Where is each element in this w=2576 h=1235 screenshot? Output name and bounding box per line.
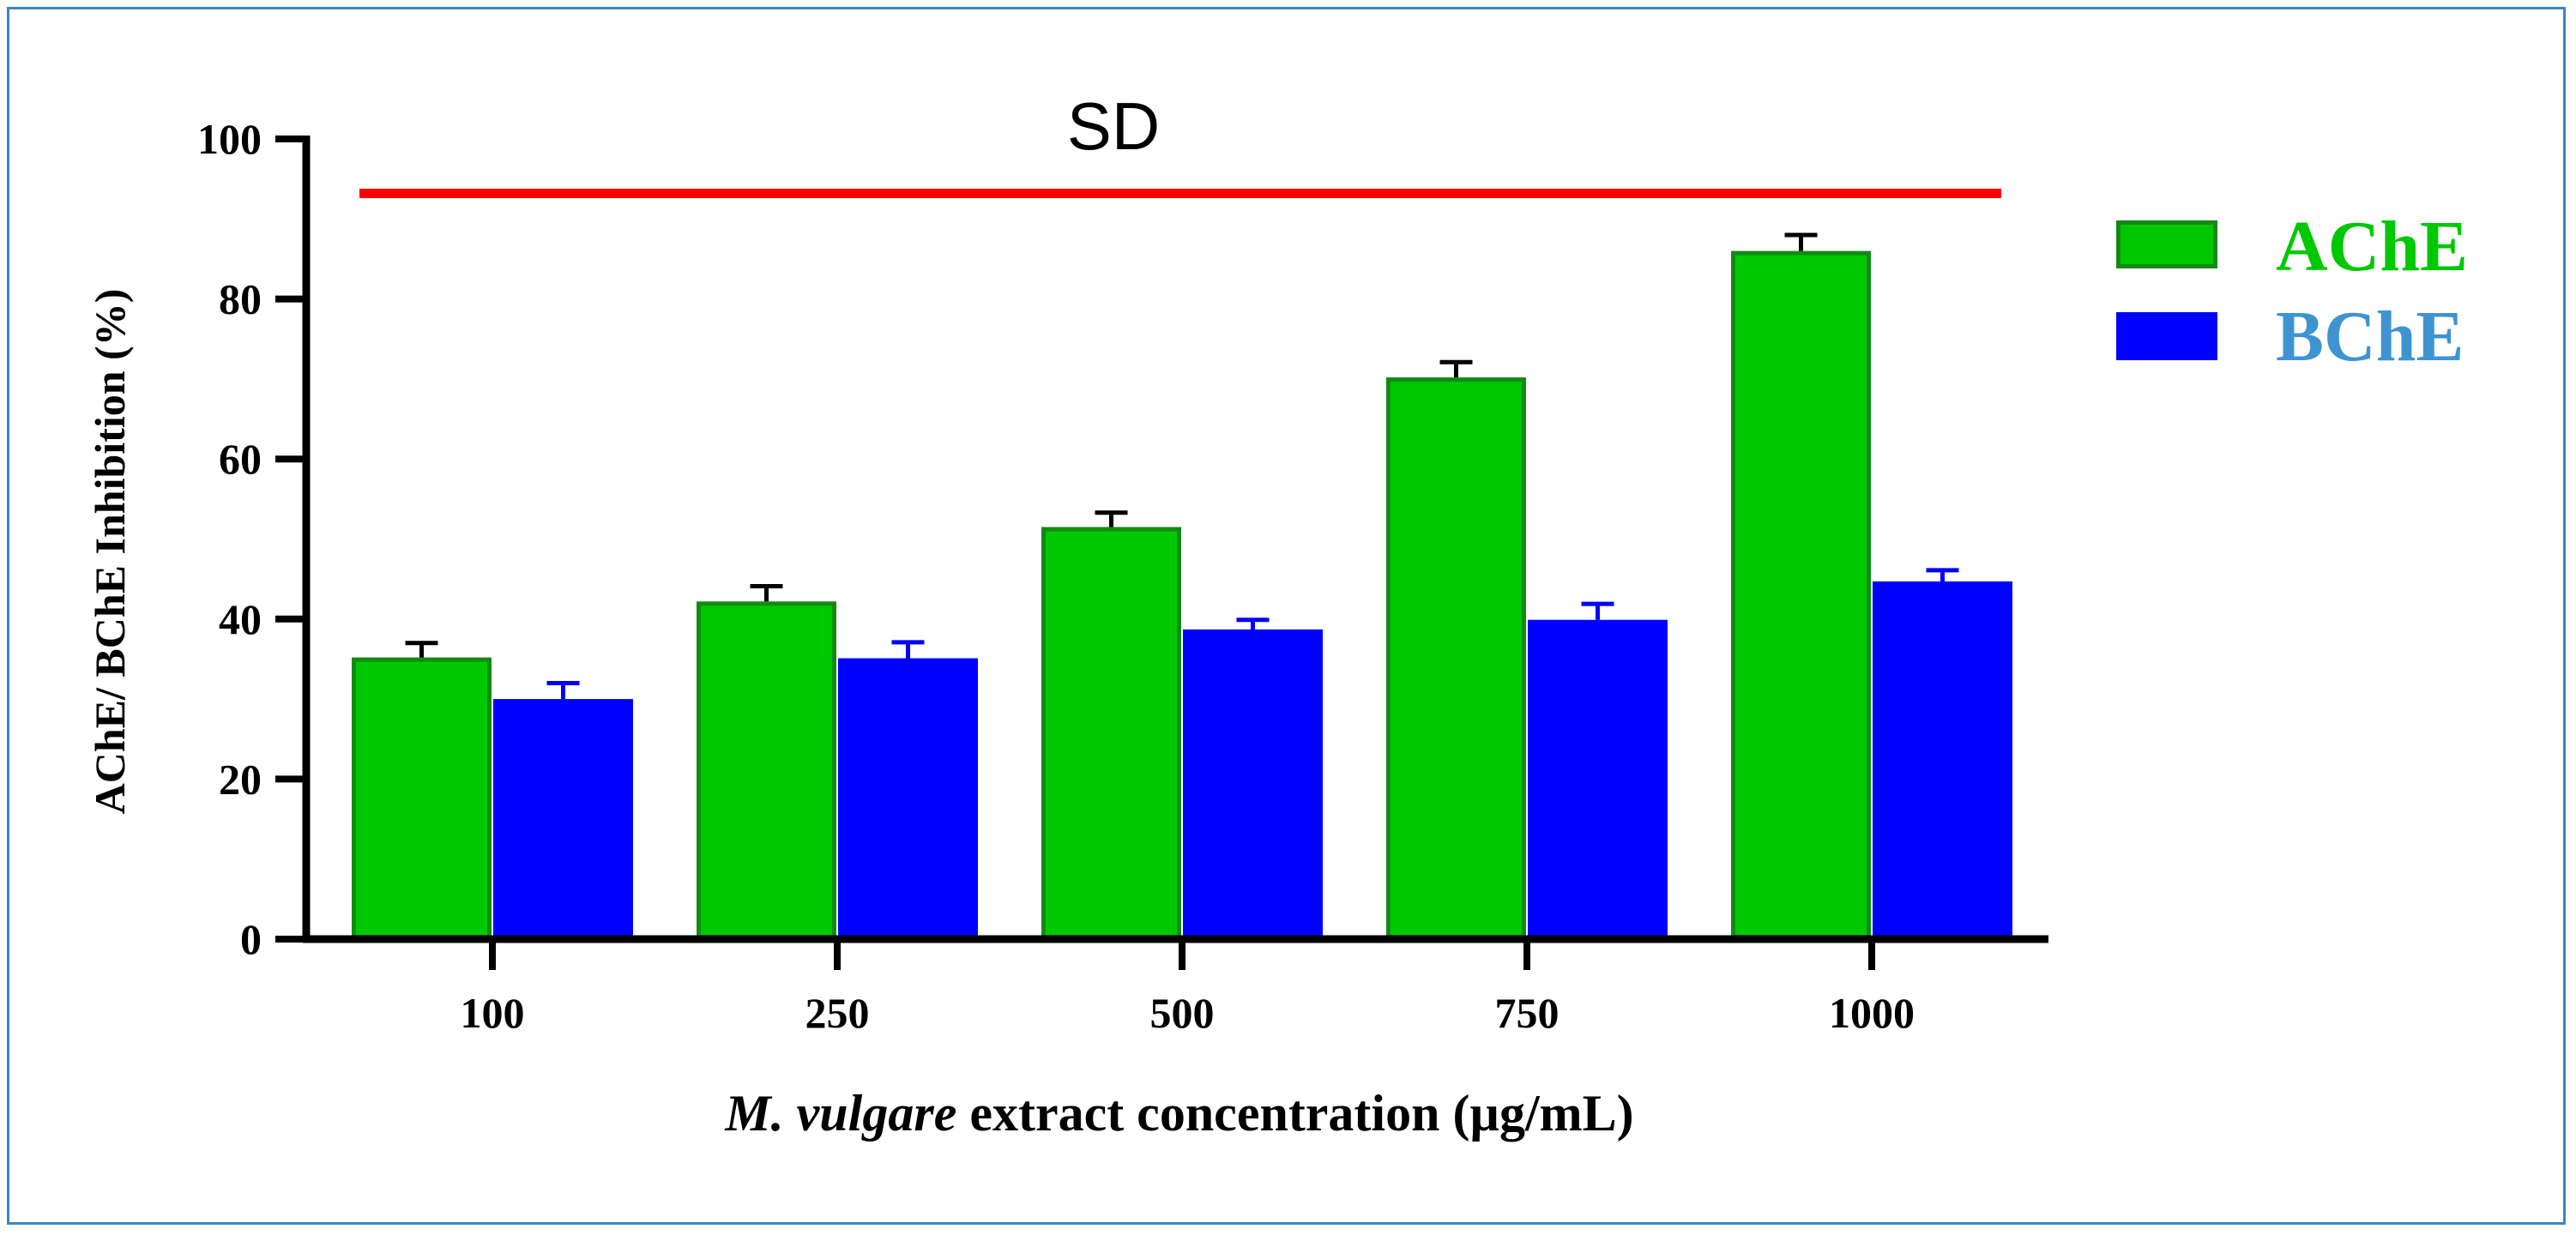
bar-bche-100 [493, 699, 633, 939]
legend: AChE BChE [2116, 207, 2468, 377]
x-tick-label: 750 [1495, 989, 1559, 1037]
y-tick-label: 20 [219, 755, 262, 803]
bars-layer [352, 250, 2012, 940]
y-tick-label: 80 [219, 275, 262, 323]
x-tick-label: 250 [805, 989, 870, 1037]
x-axis-title-rest: extract concentration (µg/mL) [956, 1085, 1633, 1142]
bar-ache-250 [697, 601, 836, 939]
y-tick-label: 0 [240, 915, 262, 963]
y-tick-label: 60 [219, 435, 262, 483]
legend-swatch-ache [2116, 220, 2217, 268]
bar-ache-1000 [1731, 250, 1871, 939]
y-ticks-layer: 0 20 40 60 80 100 [197, 115, 306, 963]
y-tick-label: 100 [197, 115, 262, 163]
x-axis-title-italic: M. vulgare [724, 1085, 956, 1142]
bar-ache-500 [1041, 527, 1181, 939]
figure-frame [7, 7, 2566, 1225]
y-tick-label: 40 [219, 595, 262, 643]
bar-bche-250 [838, 658, 978, 940]
error-bars-layer [405, 232, 1959, 700]
legend-swatch-bche [2116, 312, 2217, 360]
bar-bche-750 [1528, 619, 1668, 939]
legend-label-bche: BChE [2276, 297, 2464, 377]
legend-label-ache: AChE [2276, 207, 2468, 286]
x-tick-label: 100 [461, 989, 525, 1037]
x-ticks-layer: 100 250 500 750 1000 [461, 939, 1915, 1037]
bar-ache-750 [1386, 377, 1526, 939]
axes-layer [302, 136, 2048, 943]
sd-annotation: SD [1067, 88, 1160, 164]
bar-ache-100 [352, 657, 492, 939]
x-axis-title: M. vulgare extract concentration (µg/mL) [724, 1085, 1633, 1142]
x-tick-label: 1000 [1829, 989, 1915, 1037]
bar-bche-1000 [1873, 581, 2012, 939]
x-tick-label: 500 [1150, 989, 1215, 1037]
y-axis-title: AChE/ BChE Inhibition (%) [86, 289, 134, 815]
bar-bche-500 [1183, 629, 1323, 940]
